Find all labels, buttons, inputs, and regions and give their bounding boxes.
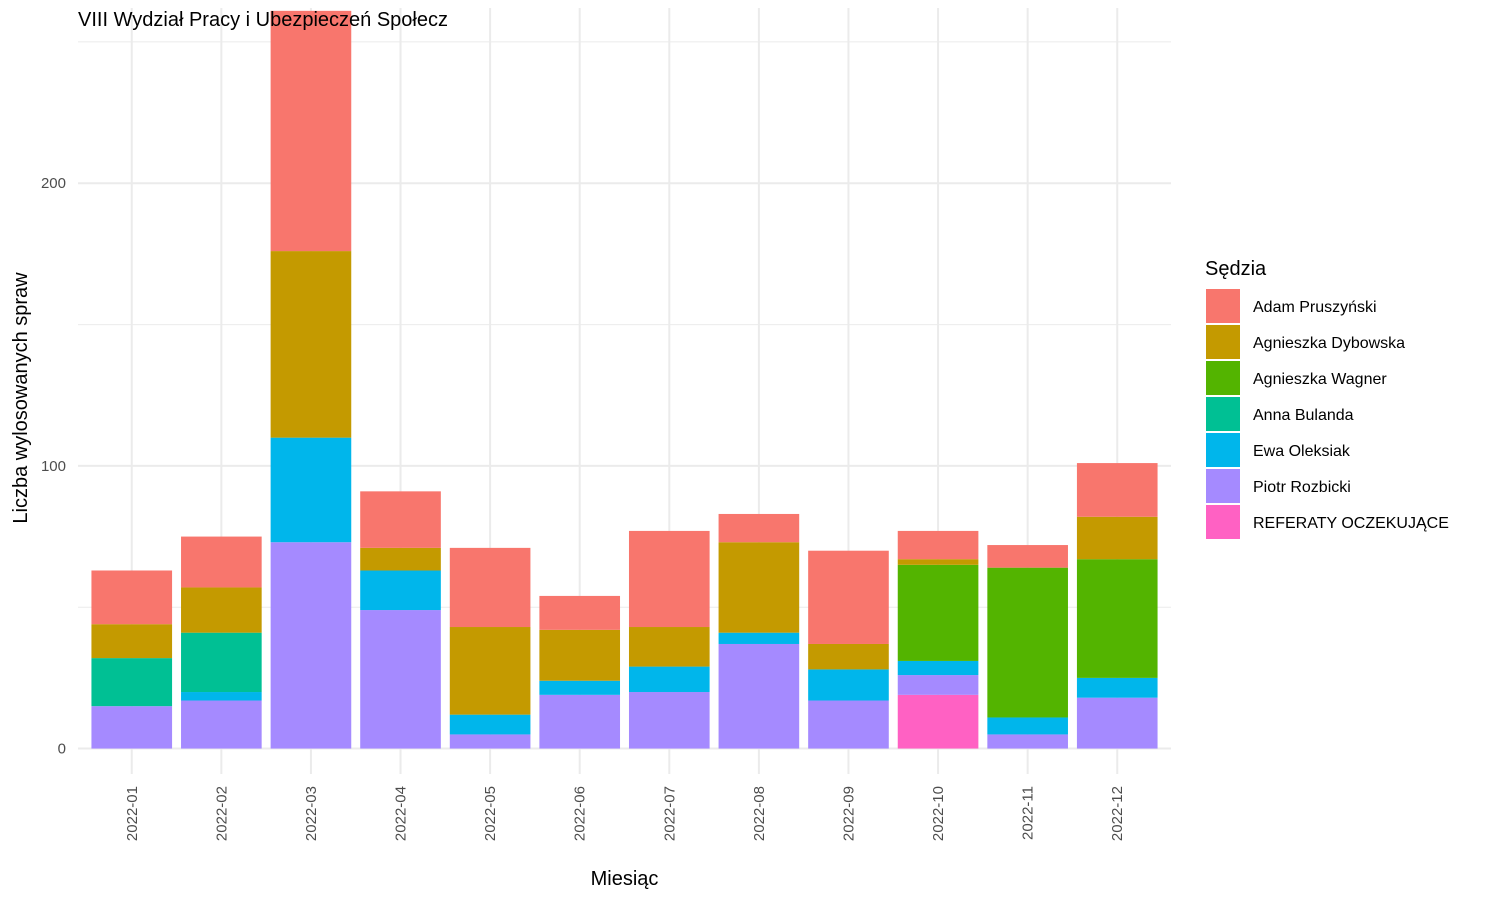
bar-segment (181, 692, 262, 701)
bar-segment (181, 536, 262, 588)
bar-segment (91, 706, 173, 749)
legend-swatch (1206, 397, 1240, 431)
bar-segment (449, 627, 531, 715)
legend-title: Sędzia (1205, 258, 1267, 280)
bar-segment (628, 530, 710, 628)
legend-label: Adam Pruszyński (1253, 299, 1377, 316)
legend-label: Agnieszka Wagner (1253, 371, 1387, 388)
bar-segment (718, 542, 800, 633)
x-tick-label: 2022-10 (930, 786, 947, 841)
x-tick-label: 2022-04 (393, 786, 410, 841)
bar-segment (808, 700, 889, 749)
bar-segment (270, 10, 352, 252)
bar-segment (1076, 697, 1158, 749)
bar-segment (628, 627, 710, 667)
legend-label: Ewa Oleksiak (1253, 443, 1351, 460)
legend-label: Agnieszka Dybowska (1253, 335, 1405, 352)
x-tick-label: 2022-11 (1020, 786, 1037, 840)
x-tick-label: 2022-12 (1109, 786, 1126, 841)
legend-items: Adam Pruszyński Agnieszka Dybowska Agniesz… (1206, 289, 1449, 539)
legend-swatch (1206, 433, 1240, 467)
bar-segment (360, 547, 441, 571)
bar-segment (360, 570, 441, 611)
bar-segment (539, 694, 621, 749)
bar-segment (360, 491, 441, 548)
bar-segment (808, 550, 889, 644)
bar-segment (897, 675, 979, 695)
bar-segment (449, 547, 531, 628)
bar-segment (449, 734, 531, 749)
y-tick-labels: 0 100 200 (41, 175, 66, 757)
x-tick-label: 2022-06 (572, 786, 589, 841)
bar-segment (360, 610, 441, 749)
legend-label: Anna Bulanda (1253, 407, 1354, 424)
bar-segment (449, 714, 531, 735)
bar-segment (181, 632, 262, 693)
bar-segment (808, 643, 889, 670)
legend: Sędzia Adam Pruszyński Agnieszka Dybowska… (1205, 258, 1449, 539)
bar-segment (897, 694, 979, 749)
x-axis-title: Miesiąc (591, 868, 659, 890)
legend-swatch (1206, 469, 1240, 503)
bar-segment (628, 692, 710, 749)
bar-segment (628, 666, 710, 693)
x-tick-label: 2022-01 (124, 786, 141, 841)
x-tick-label: 2022-02 (213, 786, 230, 841)
chart-title: VIII Wydział Pracy i Ubezpieczeń Społecz (78, 9, 448, 31)
y-tick-label: 0 (58, 741, 66, 758)
bar-segment (718, 643, 800, 749)
legend-swatch (1206, 289, 1240, 323)
bar-segment (987, 545, 1068, 568)
bar-segment (270, 437, 352, 543)
x-tick-label: 2022-05 (482, 786, 499, 841)
bar-segment (181, 587, 262, 633)
bar-segment (897, 660, 979, 676)
legend-swatch (1206, 361, 1240, 395)
bar-segment (718, 513, 800, 543)
y-tick-label: 200 (41, 175, 66, 192)
bar-segment (539, 680, 621, 695)
bar-segment (718, 632, 800, 644)
legend-swatch (1206, 505, 1240, 539)
bar-segment (270, 542, 352, 749)
bar-segment (897, 564, 979, 661)
bar-segment (987, 734, 1068, 749)
legend-label: Piotr Rozbicki (1253, 479, 1351, 496)
bar-segment (91, 624, 173, 659)
y-axis-title: Liczba wylosowanych spraw (10, 272, 32, 524)
bar-segment (987, 717, 1068, 735)
y-tick-label: 100 (41, 458, 66, 475)
bar-segment (91, 570, 173, 625)
bars (91, 10, 1158, 749)
bar-segment (897, 559, 979, 565)
bar-segment (808, 669, 889, 701)
bar-segment (1076, 516, 1158, 560)
bar-segment (539, 629, 621, 681)
bar-segment (1076, 677, 1158, 698)
x-tick-label: 2022-08 (751, 786, 768, 841)
bar-segment (181, 700, 262, 749)
bar-segment (1076, 463, 1158, 517)
bar-segment (987, 567, 1068, 718)
bar-segment (897, 530, 979, 560)
x-tick-label: 2022-07 (661, 786, 678, 841)
bar-segment (539, 595, 621, 630)
x-tick-label: 2022-03 (303, 786, 320, 841)
legend-label: REFERATY OCZEKUJĄCE (1253, 515, 1449, 532)
legend-swatch (1206, 325, 1240, 359)
bar-segment (270, 251, 352, 438)
x-tick-label: 2022-09 (840, 786, 857, 841)
x-tick-labels: 2022-01 2022-02 2022-03 2022-04 2022-05 2022-… (124, 786, 1126, 841)
bar-segment (91, 658, 173, 707)
bar-segment (1076, 559, 1158, 678)
